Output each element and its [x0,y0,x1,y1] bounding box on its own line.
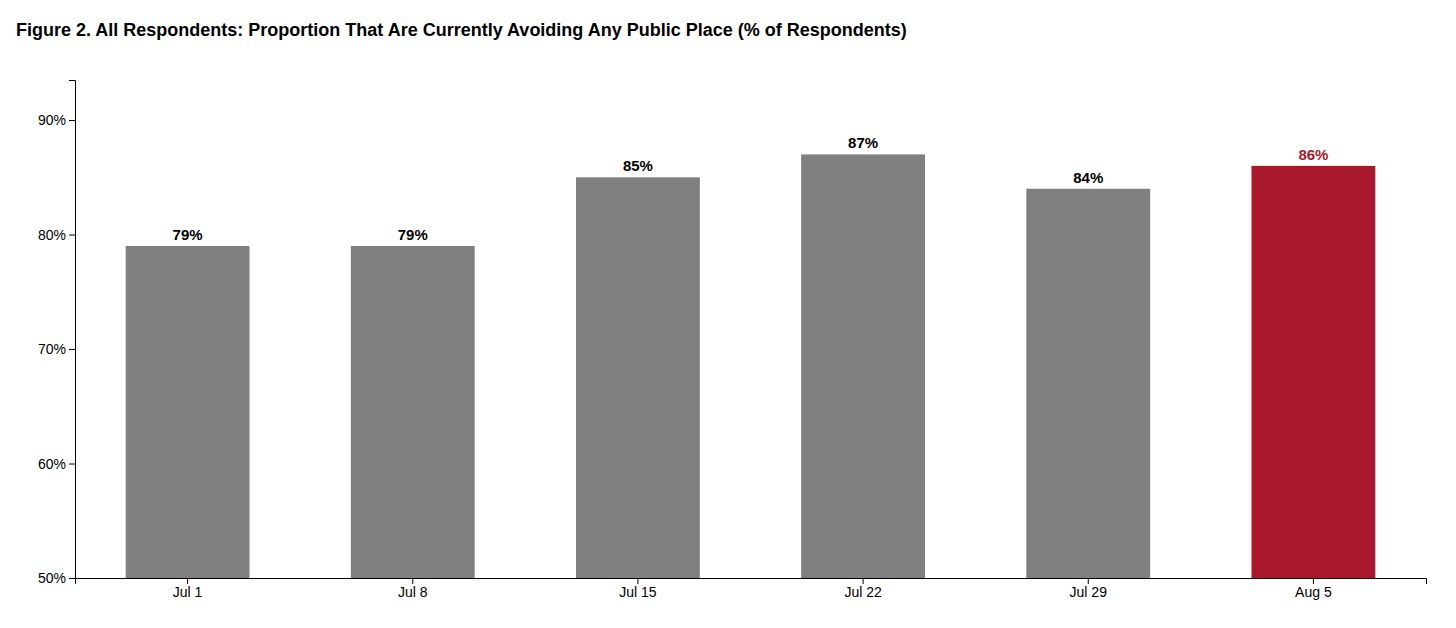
x-tick-label: Jul 22 [844,584,882,600]
x-tick: Jul 29 [1070,578,1108,600]
y-tick: 80% [38,227,75,243]
x-tick-label: Jul 15 [619,584,657,600]
chart: Figure 2. All Respondents: Proportion Th… [0,0,1456,628]
y-tick-label: 80% [38,227,66,243]
y-tick: 70% [38,341,75,357]
x-tick: Jul 22 [844,578,882,600]
y-tick-mark [69,120,75,121]
y-tick-mark [69,235,75,236]
title: Figure 2. All Respondents: Proportion Th… [16,20,907,40]
data-label: 79% [173,226,203,243]
data-labels: 79% 79% 85% 87% 84% 86% [173,134,1329,243]
data-label: 79% [398,226,428,243]
y-axis: 50% 60% 70% 80% 90% [38,81,76,586]
bar [801,154,925,578]
x-tick: Jul 8 [398,578,428,600]
x-axis: Jul 1 Jul 8 Jul 15 Jul 22 Jul 29 Aug 5 [76,578,1427,600]
bar [576,177,700,578]
x-tick: Jul 1 [173,578,203,600]
x-axis-line [76,579,1427,585]
data-label: 85% [623,157,653,174]
data-label: 87% [848,134,878,151]
y-tick: 60% [38,455,75,471]
y-tick: 50% [38,570,75,586]
data-label: 84% [1073,169,1103,186]
x-tick: Aug 5 [1295,578,1332,600]
y-tick-label: 70% [38,341,66,357]
bar [1251,166,1375,578]
x-tick: Jul 15 [619,578,657,600]
y-axis-line [69,81,76,579]
y-tick-mark [69,578,75,579]
bars [126,154,1376,578]
y-tick-mark [69,464,75,465]
y-tick-label: 50% [38,570,66,586]
chart-container: Figure 2. All Respondents: Proportion Th… [0,0,1456,628]
y-tick-label: 60% [38,455,66,471]
x-tick-label: Jul 29 [1070,584,1108,600]
y-tick-label: 90% [38,112,66,128]
y-tick: 90% [38,112,75,128]
plot: 79%79%85%87%84%86%50%60%70%80%90%Jul 1Ju… [38,81,1427,600]
x-tick-label: Aug 5 [1295,584,1332,600]
x-tick-label: Jul 1 [173,584,203,600]
bar [126,246,250,578]
y-tick-mark [69,349,75,350]
x-tick-label: Jul 8 [398,584,428,600]
data-label: 86% [1298,146,1328,163]
bar [351,246,475,578]
bar [1026,189,1150,578]
